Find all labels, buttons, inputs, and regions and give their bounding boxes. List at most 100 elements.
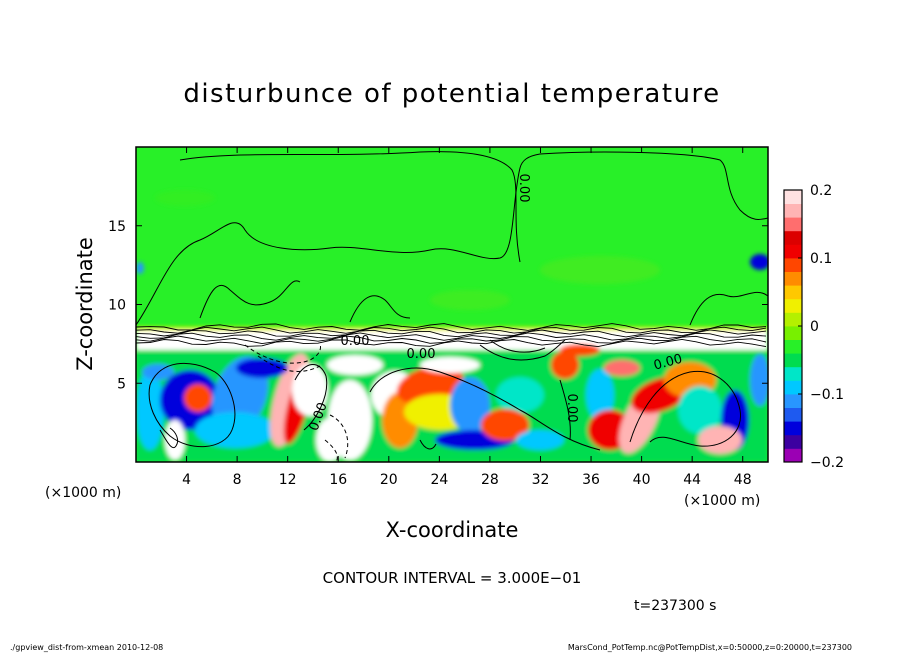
x-tick-label: 4: [182, 472, 191, 488]
x-tick-label: 40: [633, 472, 651, 488]
colorbar-block: [784, 448, 802, 463]
contour-line: [369, 367, 601, 451]
colorbar-block: [784, 217, 802, 232]
contour-line: [136, 151, 768, 326]
colorbar-blocks: [784, 190, 802, 463]
contour-line: [419, 439, 437, 450]
contour-label: 0.00: [341, 334, 370, 349]
x-tick-label: 28: [481, 472, 499, 488]
field-patch: [481, 409, 529, 441]
colorbar-block: [784, 380, 802, 395]
contour-interval: CONTOUR INTERVAL = 3.000E−01: [323, 569, 582, 587]
contour-line: [689, 291, 768, 326]
chart-title: disturbunce of potential temperature: [183, 79, 720, 109]
colorbar-block: [784, 312, 802, 327]
colorbar-tick-label: 0.2: [810, 183, 832, 199]
x-tick-label: 16: [329, 472, 347, 488]
contour-line: [136, 338, 767, 348]
field-patch: [195, 412, 275, 448]
field-patch: [604, 360, 640, 376]
field-patch: [292, 364, 328, 416]
y-axis-label: Z-coordinate: [73, 237, 97, 371]
contour-line-negative: [257, 355, 321, 372]
field-patch: [136, 262, 144, 274]
x-tick-label: 32: [532, 472, 550, 488]
contour-line-negative: [324, 439, 338, 462]
colorbar: 0.2 0.1 0 −0.1 −0.2: [783, 183, 844, 471]
contour-label: 0.00: [407, 347, 436, 362]
contour-label: 0.00: [564, 394, 579, 423]
heatmap-field: [136, 190, 768, 462]
colorbar-ticks: 0.2 0.1 0 −0.1 −0.2: [798, 183, 844, 471]
colorbar-tick-label: −0.2: [810, 455, 844, 471]
plot-area: 0.00 0.000.000.00 0.000.00 4 8 12 16 20 24 28 32 3…: [108, 146, 769, 488]
colorbar-block: [784, 271, 802, 286]
contour-line: [559, 379, 571, 441]
colorbar-block: [784, 203, 802, 218]
colorbar-block: [784, 244, 802, 259]
colorbar-tick-label: −0.1: [810, 387, 844, 403]
contour-line: [148, 362, 236, 448]
x-unit-left: (×1000 m): [45, 485, 121, 501]
footer-right: MarsCond_PotTemp.nc@PotTempDist,x=0:5000…: [568, 643, 852, 652]
contour-line: [136, 326, 767, 334]
field-patch: [236, 358, 288, 378]
field-layer: [136, 190, 768, 462]
contour-line: [136, 335, 767, 345]
field-patch: [450, 377, 490, 433]
x-axis: 4 8 12 16 20 24 28 32 36 40 44 48: [182, 147, 752, 488]
y-axis: 5 10 15: [108, 219, 768, 392]
contour-label: 0.00: [652, 352, 684, 374]
contour-line: [479, 339, 566, 361]
colorbar-block: [784, 353, 802, 368]
y-tick-label: 5: [117, 376, 126, 392]
colorbar-tick-label: 0: [810, 319, 819, 335]
field-patch: [430, 290, 510, 310]
colorbar-block: [784, 434, 802, 449]
field-patch: [586, 369, 614, 421]
colorbar-block: [784, 258, 802, 272]
x-unit-right: (×1000 m): [684, 493, 760, 509]
contour-line: [294, 364, 328, 431]
x-tick-label: 12: [279, 472, 297, 488]
contour-label: 0.00: [516, 174, 531, 203]
field-patch: [142, 364, 174, 380]
contour-line: [179, 151, 521, 263]
y-tick-label: 10: [108, 298, 126, 314]
colorbar-block: [784, 285, 802, 300]
colorbar-tick-label: 0.1: [810, 251, 832, 267]
contour-lines: [136, 151, 768, 462]
y-tick-label: 15: [108, 219, 126, 235]
field-patch: [750, 354, 768, 406]
field-patch: [698, 426, 742, 454]
x-tick-label: 44: [683, 472, 701, 488]
field-patch: [516, 430, 564, 450]
colorbar-block: [784, 394, 802, 408]
field-patch: [551, 351, 579, 379]
x-tick-label: 36: [582, 472, 600, 488]
field-patch: [136, 370, 164, 450]
contour-line: [136, 323, 767, 331]
field-patch: [316, 418, 344, 462]
colorbar-block: [784, 339, 802, 354]
field-patch: [420, 357, 480, 373]
contour-line-negative: [329, 414, 349, 459]
colorbar-block: [784, 421, 802, 436]
colorbar-block: [784, 366, 802, 381]
field-patch: [496, 377, 544, 413]
field-patch: [155, 190, 215, 206]
contour-line: [489, 339, 546, 353]
contour-line: [629, 370, 742, 447]
colorbar-block: [784, 326, 802, 340]
x-axis-label: X-coordinate: [386, 518, 519, 542]
footer-left: ./gpview_dist-from-xmean 2010-12-08: [10, 643, 163, 652]
field-patch: [560, 344, 600, 356]
x-tick-label: 8: [233, 472, 242, 488]
contour-line-negative: [244, 343, 321, 364]
field-patch: [184, 384, 212, 412]
contour-line: [136, 329, 767, 338]
x-tick-label: 24: [430, 472, 448, 488]
colorbar-block: [784, 230, 802, 245]
contour-line: [136, 332, 767, 341]
